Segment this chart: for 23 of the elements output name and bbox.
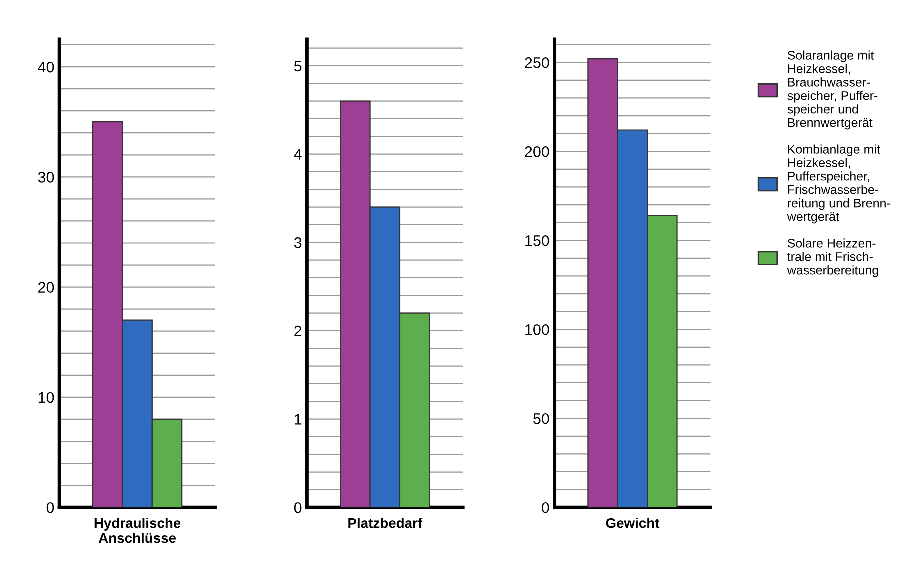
- y-tick-label: 10: [38, 392, 54, 404]
- y-tick-label: 20: [38, 282, 54, 293]
- y-tick-label: 0: [294, 502, 302, 514]
- y-tick-label: 4: [294, 149, 302, 160]
- y-tick-label: 1: [295, 414, 302, 425]
- x-axis-title: Gewicht: [606, 518, 660, 528]
- y-tick-label: 3: [294, 237, 302, 248]
- y-tick-label: 40: [38, 62, 54, 73]
- legend-label: Kombianlage mit Heizkessel, Pufferspeicher, Frischwasserbe- reitung und Brenn- wertgerät: [787, 144, 890, 224]
- x-axis-title: Hydraulische Anschlüsse: [94, 518, 181, 544]
- x-axis-title: Platzbedarf: [348, 518, 423, 528]
- y-tick-label: 0: [542, 502, 550, 514]
- y-tick-label: 150: [526, 235, 550, 246]
- y-tick-label: 2: [294, 326, 302, 336]
- y-tick-label: 5: [294, 61, 302, 72]
- y-tick-label: 200: [525, 146, 550, 158]
- y-tick-label: 30: [38, 172, 54, 183]
- y-tick-label: 100: [526, 324, 550, 336]
- y-tick-label: 50: [534, 413, 550, 424]
- y-tick-label: 0: [46, 502, 54, 514]
- y-tick-label: 250: [525, 57, 550, 68]
- legend-label: Solare Heizzen- trale mit Frisch- wasserbereitung: [787, 238, 878, 278]
- legend-label: Solaranlage mit Heizkessel, Brauchwasser- speicher, Puffer- speicher und Brennwertgerät: [788, 50, 878, 130]
